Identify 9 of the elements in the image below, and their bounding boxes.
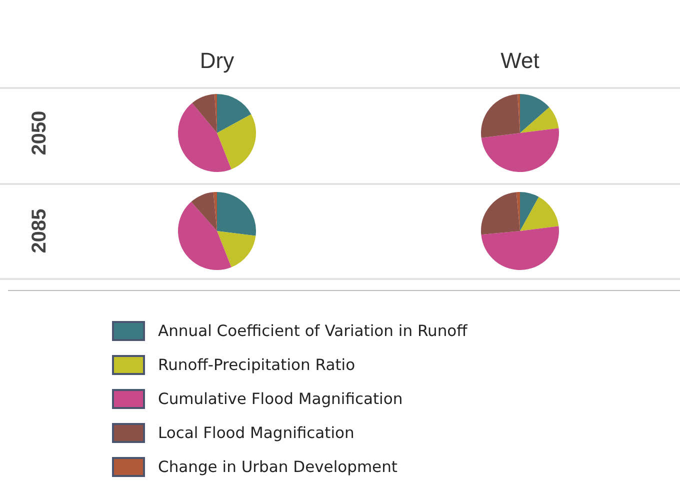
- text: 2050: [28, 110, 52, 156]
- legend-label: Cumulative Flood Magnification: [158, 390, 403, 408]
- legend-label: Runoff-Precipitation Ratio: [158, 356, 356, 374]
- legend-label: Change in Urban Development: [158, 458, 398, 476]
- chart-title: Dry: [200, 48, 234, 74]
- legend-label: Local Flood Magnification: [158, 424, 354, 442]
- legend-label: Annual Coefficient of Variation in Runoff: [158, 322, 468, 340]
- text: 2085: [28, 208, 52, 254]
- chart-title: Wet: [500, 48, 540, 74]
